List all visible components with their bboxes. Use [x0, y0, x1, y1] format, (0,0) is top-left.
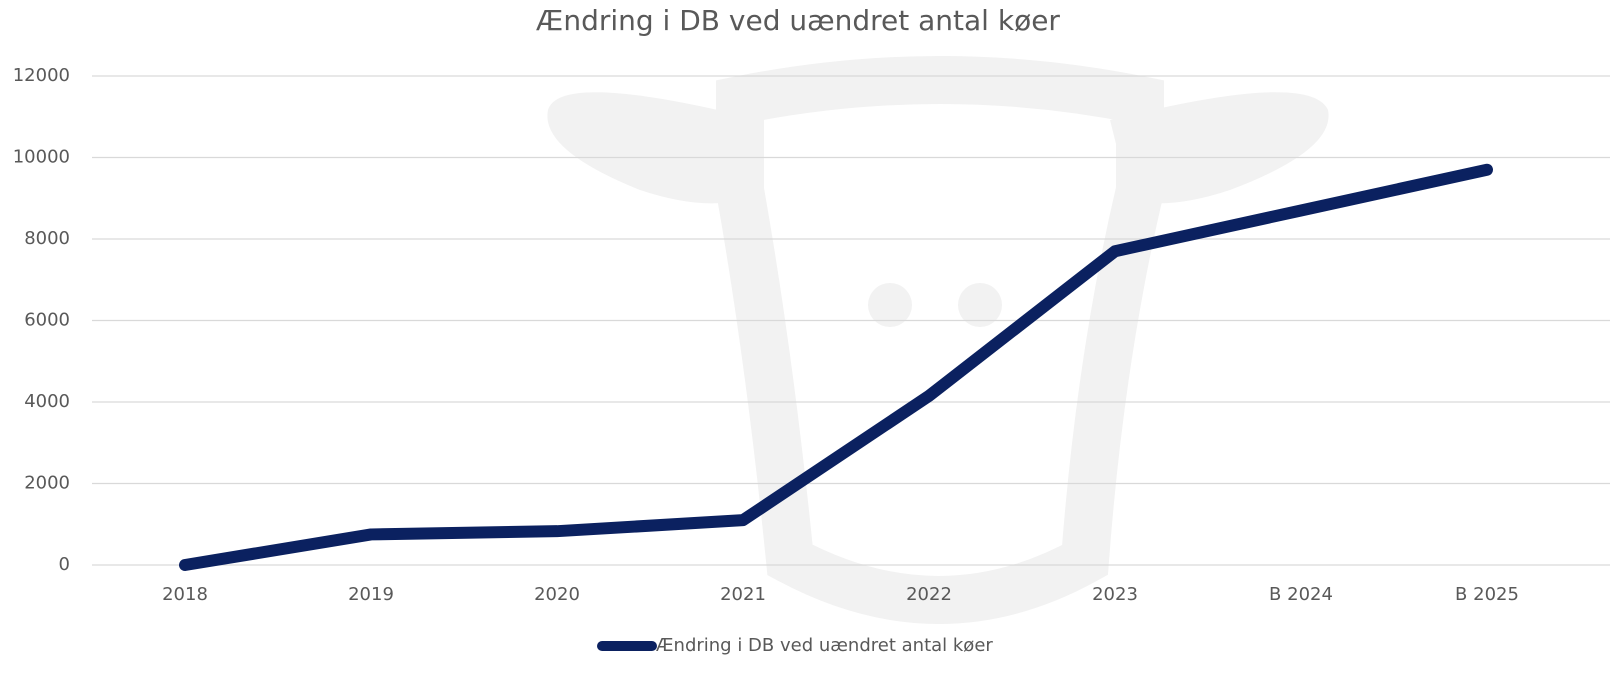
x-tick-label: 2018	[162, 584, 208, 605]
y-tick-label: 2000	[24, 473, 70, 494]
data-line	[179, 163, 1493, 571]
x-tick-label: 2022	[906, 584, 952, 605]
x-tick-label: 2023	[1092, 584, 1138, 605]
y-tick-label: 6000	[24, 310, 70, 331]
x-tick-label: B 2025	[1455, 584, 1519, 605]
chart-title: Ændring i DB ved uændret antal køer	[536, 4, 1060, 37]
y-tick-label: 10000	[13, 147, 70, 168]
x-tick-label: B 2024	[1269, 584, 1333, 605]
x-tick-label: 2020	[534, 584, 580, 605]
y-tick-label: 12000	[13, 65, 70, 86]
x-tick-label: 2019	[348, 584, 394, 605]
watermark	[547, 56, 1329, 624]
y-tick-label: 4000	[24, 391, 70, 412]
legend-label: Ændring i DB ved uændret antal køer	[656, 635, 993, 656]
y-tick-label: 8000	[24, 228, 70, 249]
legend: Ændring i DB ved uændret antal køer	[597, 635, 993, 656]
y-tick-label: 0	[59, 554, 70, 575]
x-tick-label: 2021	[720, 584, 766, 605]
